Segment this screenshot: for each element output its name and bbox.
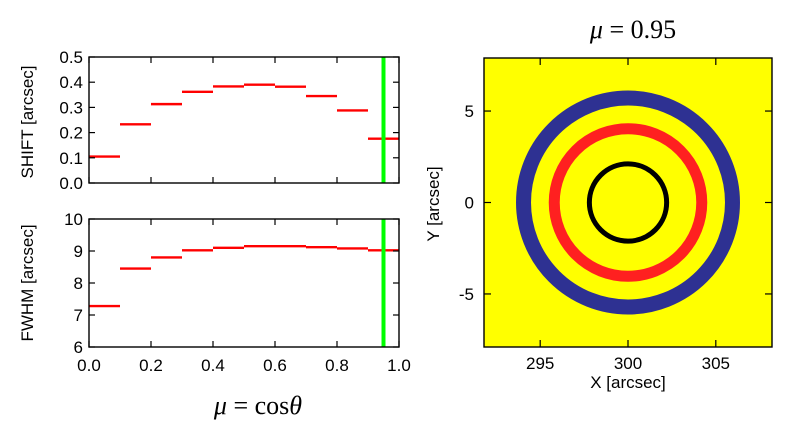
y-tick-label: 0.1 [59, 149, 83, 168]
y-tick-label: 0.4 [59, 73, 83, 92]
y-tick-label: 0.0 [59, 174, 83, 193]
y-tick-label: 0.3 [59, 98, 83, 117]
y-tick-label: 5 [465, 102, 474, 121]
y-tick-label: 0 [465, 194, 474, 213]
inner-circle [586, 161, 670, 244]
x-tick-label: 0.2 [139, 356, 163, 375]
mu-title: μ = 0.95 [589, 15, 676, 44]
plot-frame [88, 56, 400, 184]
fwhm-panel: FWHM [arcsec] μ = cosθ 6 7 8 9 10 0.0 0.2 0.4 0.… [18, 210, 411, 420]
x-tick-label: 0.8 [325, 356, 349, 375]
x-tick-label: 0.0 [77, 356, 101, 375]
mu-cos-theta-xlabel: μ = cosθ [213, 391, 302, 420]
middle-circle [548, 123, 708, 282]
y-tick-label: 0.2 [59, 124, 83, 143]
x-tick-label: 300 [614, 354, 642, 373]
y-tick-label: -5 [459, 285, 474, 304]
yellow-background [484, 58, 772, 347]
plot-area [89, 219, 399, 347]
shift-ylabel: SHIFT [arcsec] [18, 65, 37, 178]
shift-panel: SHIFT [arcsec] 0.0 0.1 0.2 0.3 0.4 0.5 [18, 48, 400, 193]
circle-panel: μ = 0.95 X [arcsec] Y [arcsec] 295 300 305… [424, 15, 773, 392]
y-tick-label: 0.5 [59, 48, 83, 67]
x-tick-label: 305 [702, 354, 730, 373]
x-tick-label: 0.4 [201, 356, 225, 375]
y-tick-label: 10 [64, 210, 83, 229]
y-tick-label: 9 [74, 242, 83, 261]
x-tick-label: 295 [526, 354, 554, 373]
circle-xlabel: X [arcsec] [590, 373, 666, 392]
x-tick-label: 0.6 [263, 356, 287, 375]
y-tick-label: 7 [74, 306, 83, 325]
y-tick-label: 6 [74, 338, 83, 357]
circle-ylabel: Y [arcsec] [424, 166, 443, 241]
x-tick-label: 1.0 [387, 356, 411, 375]
outer-circle [516, 90, 740, 315]
y-tick-label: 8 [74, 274, 83, 293]
fwhm-ylabel: FWHM [arcsec] [18, 224, 37, 341]
plot-area [89, 57, 399, 183]
